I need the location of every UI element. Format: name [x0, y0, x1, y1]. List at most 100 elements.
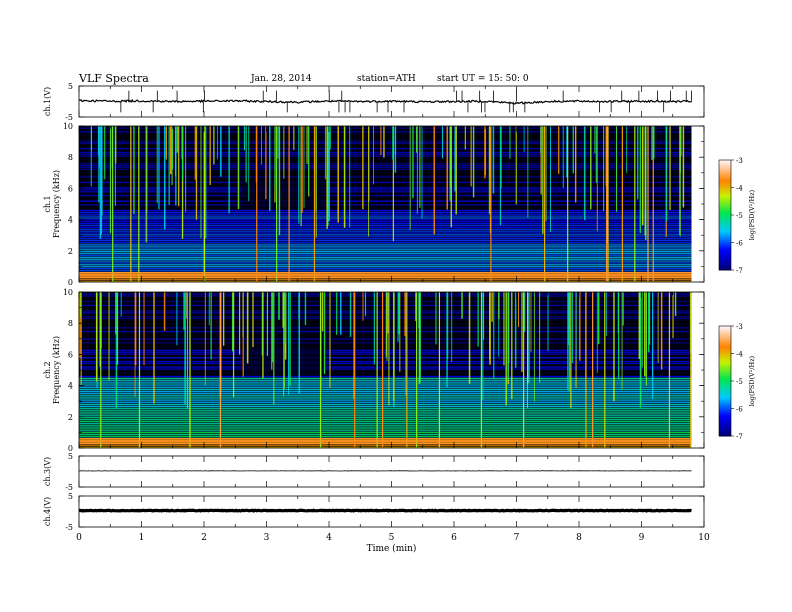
frequency-band — [79, 211, 692, 214]
colorbar-cell — [719, 204, 731, 207]
y-tick-label: 2 — [68, 247, 73, 256]
frequency-band — [79, 148, 692, 150]
colorbar-cell — [719, 176, 731, 179]
frequency-band — [79, 415, 692, 417]
frequency-band — [79, 422, 692, 424]
frequency-band — [79, 187, 692, 189]
colorbar-cell — [719, 215, 731, 218]
colorbar-cell — [719, 410, 731, 413]
colorbar-cell — [719, 337, 731, 340]
frequency-band — [79, 379, 692, 381]
frequency-band — [79, 234, 692, 236]
ch1-waveform-ylabel: ch.1(V) — [43, 87, 52, 116]
colorbar-cell — [719, 414, 731, 417]
frequency-band — [79, 366, 692, 368]
colorbar-cell — [719, 227, 731, 231]
frequency-band — [79, 403, 692, 406]
colorbar-cell — [719, 384, 731, 387]
y-tick-label: 0 — [68, 444, 73, 453]
frequency-band — [79, 269, 692, 272]
frequency-band — [79, 127, 692, 129]
colorbar-cell — [719, 187, 731, 190]
colorbar-cell — [719, 359, 731, 362]
colorbar-cell — [719, 196, 731, 199]
colorbar-cell — [719, 242, 731, 245]
frequency-band — [79, 388, 692, 391]
frequency-band — [79, 430, 692, 432]
colorbar-cell — [719, 209, 731, 212]
frequency-band — [79, 215, 692, 217]
colorbar-cell — [719, 331, 731, 334]
colorbar-cell — [719, 423, 731, 426]
colorbar-cell — [719, 351, 731, 354]
frequency-band — [79, 327, 692, 329]
frequency-band — [79, 439, 692, 441]
frequency-band — [79, 267, 692, 270]
colorbar-cell — [719, 224, 731, 227]
frequency-band — [79, 194, 692, 197]
colorbar-cell — [719, 171, 731, 174]
frequency-band — [79, 435, 692, 438]
frequency-band — [79, 224, 692, 227]
colorbar-cell — [719, 231, 731, 234]
frequency-band — [79, 396, 692, 398]
frequency-band — [79, 247, 692, 249]
frequency-band — [79, 262, 692, 264]
colorbar-cell — [719, 403, 731, 406]
colorbar-cell — [719, 178, 731, 181]
colorbar-cell — [719, 362, 731, 365]
frequency-band — [79, 176, 692, 178]
colorbar-cell — [719, 253, 731, 256]
colorbar-cell — [719, 165, 731, 168]
x-tick-label: 7 — [514, 533, 520, 543]
frequency-band — [79, 392, 692, 395]
colorbar-cell — [719, 167, 731, 170]
x-tick-label: 9 — [639, 533, 645, 543]
y-tick-label: 10 — [63, 122, 73, 131]
frequency-band — [79, 360, 692, 363]
frequency-band — [79, 264, 692, 266]
colorbar-cell — [719, 237, 731, 240]
frequency-band — [79, 243, 692, 245]
frequency-band — [79, 153, 692, 156]
colorbar-cell — [719, 395, 731, 398]
y-tick-label: 5 — [68, 82, 73, 91]
y-tick-label: 8 — [68, 153, 73, 162]
quiet-region — [241, 180, 326, 209]
colorbar-cell — [719, 370, 731, 373]
frequency-band — [79, 204, 692, 206]
colorbar-label: log(PSD(V²/Hz) — [748, 189, 756, 240]
colorbar-cell — [719, 240, 731, 243]
y-tick-label: 5 — [68, 452, 73, 461]
x-tick-label: 6 — [451, 533, 457, 543]
colorbar-cell — [719, 268, 731, 271]
frequency-band — [79, 295, 692, 297]
colorbar-cell — [719, 406, 731, 409]
colorbar-cell — [719, 160, 731, 163]
colorbar-cell — [719, 222, 731, 225]
x-tick-label: 5 — [389, 533, 395, 543]
x-tick-label: 1 — [139, 533, 145, 543]
frequency-band — [79, 168, 692, 170]
frequency-band — [79, 441, 692, 443]
colorbar-cell — [719, 259, 731, 262]
frequency-band — [79, 209, 692, 212]
frequency-band — [79, 432, 692, 434]
frequency-band — [79, 258, 692, 260]
ch1-spectrogram — [79, 126, 692, 283]
frequency-band — [79, 315, 692, 318]
frequency-band — [79, 426, 692, 428]
colorbar-cell — [719, 386, 731, 389]
colorbar-cell — [719, 348, 731, 351]
date-label: Jan. 28, 2014 — [251, 74, 312, 84]
frequency-band — [79, 387, 692, 389]
frequency-band — [79, 251, 692, 253]
colorbar-cell — [719, 189, 731, 192]
frequency-band — [79, 256, 692, 258]
colorbar-cell — [719, 340, 731, 343]
frequency-band — [79, 330, 692, 333]
frequency-band — [79, 385, 692, 387]
frequency-band — [79, 420, 692, 423]
colorbar-cell — [719, 360, 731, 364]
colorbar-cell — [719, 163, 731, 166]
